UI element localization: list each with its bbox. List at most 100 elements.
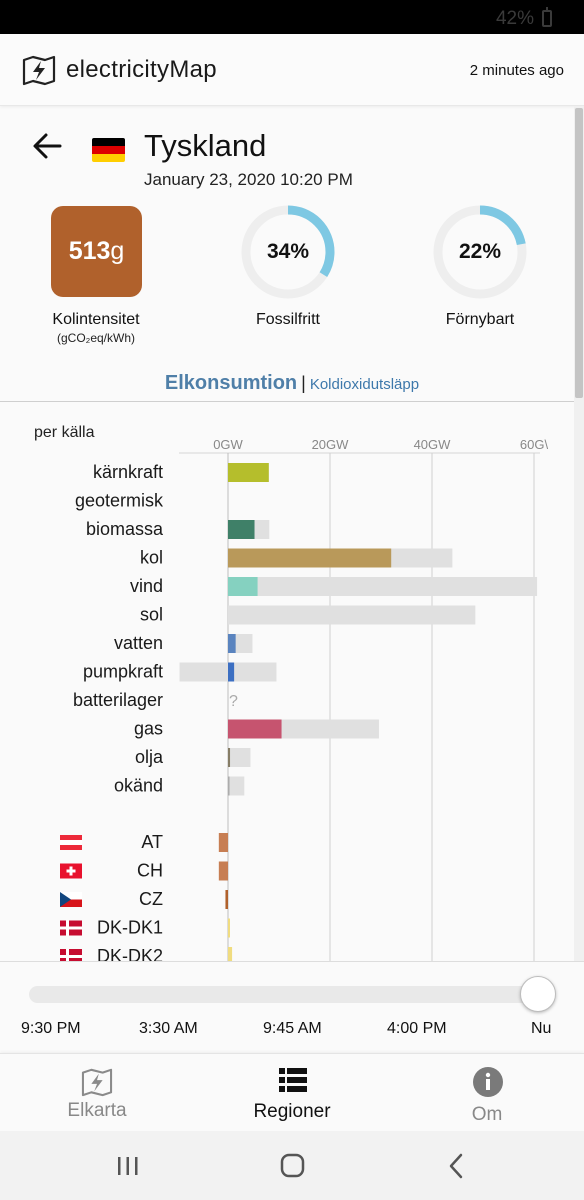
home-icon[interactable] [272, 1151, 312, 1181]
exchange-label-1: CH [137, 861, 163, 881]
nav-item-about[interactable]: Om [390, 1054, 584, 1132]
row-label-1: geotermisk [75, 491, 164, 511]
row-label-7: pumpkraft [83, 662, 163, 682]
exchange-bar-2 [225, 890, 228, 909]
carbon-intensity-label: Kolintensitet [52, 311, 140, 328]
flag-icon-1 [60, 863, 82, 879]
exchange-bar-3 [228, 918, 230, 938]
row-label-2: biomassa [86, 519, 164, 539]
mode-separator: | [301, 373, 306, 393]
production-bar-0 [228, 463, 269, 482]
update-time: 2 minutes ago [469, 62, 564, 79]
production-bar-6 [228, 634, 236, 653]
timeline: 9:30 PM 3:30 AM 9:45 AM 4:00 PM Nu [0, 961, 584, 1053]
flag-icon-3 [60, 920, 82, 936]
exchange-label-0: AT [141, 832, 163, 852]
chart-svg: 0GW 20GW 40GW 60G\ kärnkraft geotermisk biomas… [60, 437, 549, 961]
scrollbar-track [574, 106, 584, 961]
section-divider [0, 401, 578, 402]
x-tick-label-1: 20GW [312, 437, 350, 452]
capacity-bar-11 [228, 776, 245, 796]
production-bar-9 [228, 719, 282, 739]
flag-icon-0 [60, 835, 82, 850]
bottom-navigation: Elkarta Regioner Om [0, 1053, 584, 1131]
flag-icon-2 [60, 892, 82, 907]
consumption-mode-tab[interactable]: Elkonsumtion [164, 372, 298, 394]
recents-icon[interactable] [108, 1151, 148, 1181]
capacity-bar-10 [228, 748, 251, 767]
fossil-free-value: 34% [266, 240, 310, 263]
nav-label-about: Om [471, 1104, 503, 1125]
production-bar-11 [228, 776, 230, 796]
production-chart: per källa 0GW 20GW 40GW 60G\ kärnkraft geoter… [0, 402, 574, 961]
unknown-marker-8: ? [229, 693, 238, 710]
renewable-value: 22% [458, 240, 502, 263]
carbon-intensity-box[interactable]: 513g [51, 206, 142, 297]
status-bar: 42% [0, 0, 584, 34]
system-back-icon[interactable] [436, 1151, 476, 1181]
logo-icon [22, 55, 56, 86]
timeline-label-1: 9:30 PM [21, 1020, 81, 1037]
row-label-11: okänd [114, 776, 163, 796]
app-header: electricityMap 2 minutes ago [0, 34, 584, 106]
mode-toggle: Elkonsumtion | Koldioxidutsläpp [0, 372, 584, 395]
exchange-label-4: DK-DK2 [97, 946, 163, 961]
x-tick-label-2: 40GW [414, 437, 452, 452]
fossil-free-arc [241, 205, 335, 299]
production-bar-3 [228, 548, 392, 568]
renewable-arc [433, 205, 527, 299]
carbon-intensity-suffix: g [110, 237, 125, 265]
country-name: Tyskland [144, 128, 267, 163]
capacity-bar-5 [228, 605, 476, 625]
nav-item-regions[interactable]: Regioner [195, 1054, 389, 1132]
capacity-bar-4 [228, 577, 538, 596]
nav-label-map: Elkarta [67, 1100, 127, 1121]
x-tick-label-0: 0GW [213, 437, 243, 452]
exchange-bar-4 [228, 947, 233, 961]
carbon-intensity-unit: (gCO₂eq/kWh) [56, 331, 135, 345]
exchange-label-2: CZ [139, 889, 163, 909]
scrollbar-thumb[interactable] [575, 108, 583, 398]
info-icon [473, 1067, 503, 1097]
x-tick-label-3: 60G\ [520, 437, 549, 452]
renewable-gauge[interactable]: 22% [432, 204, 528, 300]
row-label-5: sol [140, 605, 163, 625]
production-bar-4 [228, 577, 258, 596]
emissions-mode-tab[interactable]: Koldioxidutsläpp [309, 376, 420, 393]
flag-icon-4 [60, 949, 82, 961]
germany-flag-icon [92, 138, 125, 162]
row-label-4: vind [130, 576, 163, 596]
battery-level: 42% [495, 8, 534, 29]
app-title: electricityMap [66, 56, 217, 83]
list-icon [279, 1068, 307, 1092]
row-label-8: batterilager [73, 690, 163, 710]
timeline-label-4: 4:00 PM [387, 1020, 447, 1037]
timeline-label-3: 9:45 AM [263, 1020, 322, 1037]
nav-item-map[interactable]: Elkarta [0, 1054, 194, 1132]
renewable-label: Förnybart [445, 311, 515, 328]
production-bar-7 [228, 662, 235, 682]
fossil-free-label: Fossilfritt [256, 311, 320, 328]
row-label-9: gas [134, 719, 163, 739]
nav-label-regions: Regioner [253, 1101, 331, 1122]
exchange-bar-0 [218, 833, 228, 852]
exchange-label-3: DK-DK1 [97, 918, 163, 938]
battery-icon [542, 7, 552, 27]
fossil-free-gauge[interactable]: 34% [240, 204, 336, 300]
system-navigation-bar [0, 1131, 584, 1200]
row-label-6: vatten [114, 633, 163, 653]
row-label-0: kärnkraft [93, 462, 163, 482]
chart-subtitle: per källa [34, 424, 95, 441]
time-slider-thumb[interactable] [520, 976, 556, 1012]
map-icon [81, 1068, 113, 1097]
row-label-3: kol [140, 548, 163, 568]
data-datetime: January 23, 2020 10:20 PM [144, 170, 353, 189]
production-bar-2 [228, 520, 255, 539]
time-slider-track[interactable] [29, 986, 539, 1003]
carbon-intensity-value: 513 [68, 237, 111, 265]
timeline-label-now: Nu [531, 1020, 552, 1037]
back-arrow-icon[interactable] [30, 128, 66, 164]
exchange-bar-1 [218, 861, 228, 881]
timeline-label-2: 3:30 AM [139, 1020, 198, 1037]
